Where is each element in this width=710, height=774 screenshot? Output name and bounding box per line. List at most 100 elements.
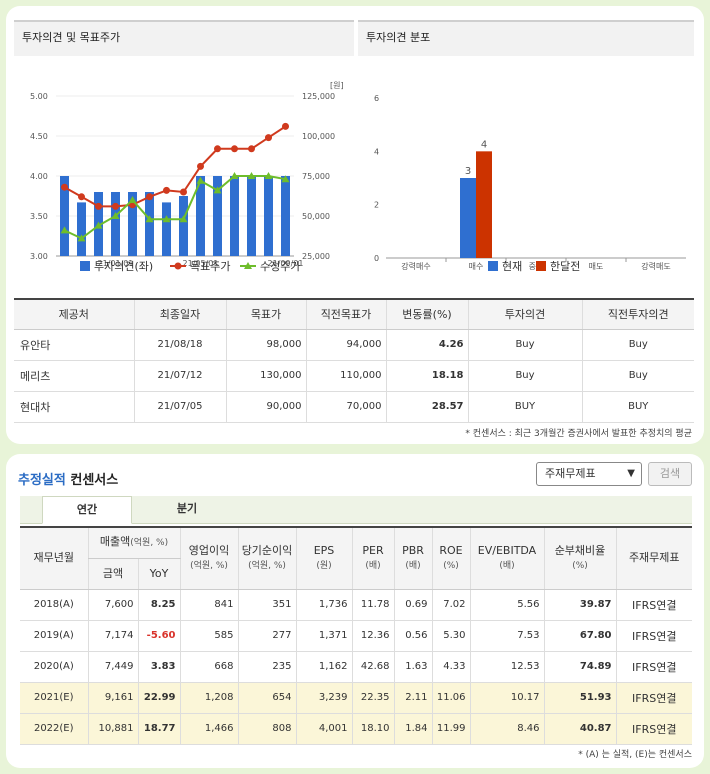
fs-type: IFRS연결 (615, 713, 692, 745)
y-left-tick-label: 5.00 (30, 92, 48, 101)
table-row: 유안타 21/08/18 98,000 94,000 4.26 Buy Buy (14, 329, 694, 361)
operating-income: 668 (179, 651, 238, 683)
estimate-title-rest: 컨센서스 (65, 473, 119, 488)
y-tick-label: 4 (374, 147, 379, 156)
net-income: 277 (237, 620, 296, 652)
month-ago-bar (476, 151, 492, 258)
operating-income: 585 (179, 620, 238, 652)
col-op-unit: (억원, %) (190, 560, 228, 571)
y-right-tick-label: 125,000 (302, 92, 335, 101)
target-price-point (248, 145, 255, 153)
sales-yoy: -5.60 (137, 620, 180, 652)
search-button[interactable]: 검색 (648, 462, 692, 486)
y-right-unit-label: [원] (330, 81, 344, 90)
per: 18.10 (351, 713, 394, 745)
col-per-label: PER (362, 543, 384, 557)
adjusted-price-point (264, 172, 273, 179)
adjusted-price-point (94, 221, 103, 229)
opinion-target-chart-title: 투자의견 및 목표주가 (14, 20, 354, 56)
roe: 4.33 (431, 651, 470, 683)
per: 22.35 (351, 682, 394, 714)
period: 2022(E) (20, 713, 88, 745)
target-price-point (197, 162, 204, 170)
ev-ebitda: 8.46 (469, 713, 544, 745)
target-price: 98,000 (225, 329, 306, 361)
change-rate: 18.18 (385, 360, 468, 392)
change-rate: 28.57 (385, 391, 468, 423)
period: 2018(A) (20, 589, 88, 621)
opinion: Buy (467, 360, 582, 392)
provider: 메리츠 (14, 360, 134, 392)
table-row: 2018(A) 7,600 8.25 841 351 1,736 11.78 0.69 7.02… (20, 589, 692, 621)
y-right-tick-label: 50,000 (302, 212, 330, 221)
col-pbr-unit: (배) (405, 560, 421, 571)
tab-quarterly[interactable]: 분기 (176, 502, 198, 515)
legend-label-month-ago: 한달전 (550, 260, 580, 273)
target-price-point (282, 122, 289, 130)
prev-opinion: BUY (581, 391, 694, 423)
col-net-unit: (억원, %) (248, 560, 286, 571)
col-roe-unit: (%) (443, 560, 459, 571)
opinion-bar (247, 176, 256, 256)
col-ev-label: EV/EBITDA (477, 543, 537, 557)
eps: 1,371 (295, 620, 352, 652)
opinion-bar (60, 176, 69, 256)
col-sales-unit: (억원, %) (130, 538, 169, 549)
period: 2021(E) (20, 682, 88, 714)
net-income: 235 (237, 651, 296, 683)
col-per: PER (배) (351, 526, 394, 590)
adjusted-price-point (162, 215, 171, 223)
adjusted-price-point (213, 186, 222, 194)
net-debt-ratio: 51.93 (543, 682, 616, 714)
adjusted-price-point (247, 172, 256, 179)
change-rate: 4.26 (385, 329, 468, 361)
opinion-distribution-chart-title: 투자의견 분포 (358, 20, 694, 56)
col-net-label: 당기순이익 (241, 543, 293, 557)
col-roe: ROE (%) (431, 526, 470, 590)
y-tick-label: 2 (374, 201, 379, 210)
pbr: 0.69 (393, 589, 432, 621)
data-label: 4 (481, 139, 487, 150)
statement-type-select[interactable]: 주재무제표 ▼ (536, 462, 642, 486)
period: 2020(A) (20, 651, 88, 683)
col-roe-label: ROE (439, 543, 463, 557)
y-left-tick-label: 3.50 (30, 212, 48, 221)
y-left-tick-label: 4.50 (30, 132, 48, 141)
col-net-income: 당기순이익 (억원, %) (237, 526, 296, 590)
sales-yoy: 22.99 (137, 682, 180, 714)
ev-ebitda: 12.53 (469, 651, 544, 683)
legend-marker-adjusted (244, 262, 252, 269)
consensus-table: 제공처 최종일자 목표가 직전목표가 변동률(%) 투자의견 직전투자의견 유안… (14, 298, 694, 423)
sales-amount: 10,881 (87, 713, 138, 745)
col-last-date: 최종일자 (133, 298, 226, 330)
x-tick-label: 강력매도 (641, 261, 670, 271)
y-left-tick-label: 3.00 (30, 252, 48, 261)
sales-yoy: 3.83 (137, 651, 180, 683)
sales-yoy: 18.77 (137, 713, 180, 745)
sales-amount: 7,600 (87, 589, 138, 621)
consensus-header-row: 제공처 최종일자 목표가 직전목표가 변동률(%) 투자의견 직전투자의견 (14, 298, 694, 330)
opinion-bar (128, 192, 137, 256)
target-price-point (112, 202, 119, 210)
current-bar (460, 178, 476, 258)
prev-opinion: Buy (581, 329, 694, 361)
col-ev-ebitda: EV/EBITDA (배) (469, 526, 544, 590)
opinion-bar (196, 176, 205, 256)
pbr: 1.63 (393, 651, 432, 683)
period-tabs: 연간 분기 (20, 496, 692, 524)
adjusted-price-point (128, 196, 137, 203)
net-income: 351 (237, 589, 296, 621)
x-tick-label: 매수 (469, 262, 484, 271)
pbr: 1.84 (393, 713, 432, 745)
net-debt-ratio: 67.80 (543, 620, 616, 652)
sales-yoy: 8.25 (137, 589, 180, 621)
y-tick-label: 6 (374, 94, 379, 103)
table-row: 2019(A) 7,174 -5.60 585 277 1,371 12.36 0.56 5.3… (20, 620, 692, 652)
tab-annual[interactable]: 연간 (42, 496, 132, 524)
table-row: 메리츠 21/07/12 130,000 110,000 18.18 Buy B… (14, 360, 694, 392)
col-debt-label: 순부채비율 (554, 543, 606, 557)
adjusted-price-line (64, 175, 286, 240)
operating-income: 1,466 (179, 713, 238, 745)
operating-income: 841 (179, 589, 238, 621)
opinion-target-chart: 투자의견 및 목표주가 5.00 4.50 4.00 3.50 3.00 125,000 1… (14, 20, 354, 282)
